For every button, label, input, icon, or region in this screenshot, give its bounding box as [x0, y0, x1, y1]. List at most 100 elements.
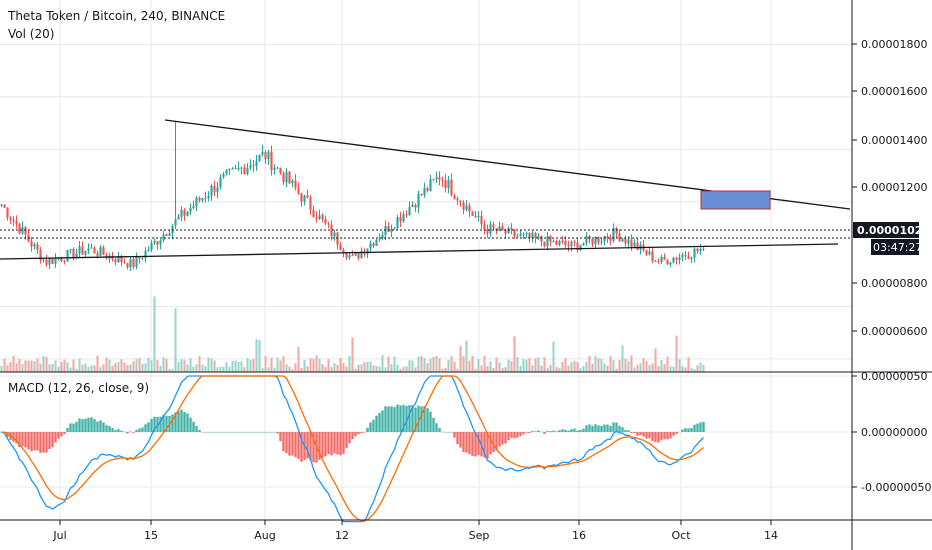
volume-bar [489, 361, 492, 372]
candle-body [234, 168, 237, 170]
macd-histogram-bar [324, 432, 327, 457]
macd-histogram-bar [645, 432, 648, 439]
support-trendline[interactable] [0, 243, 839, 260]
candle-body [93, 247, 96, 254]
candle-body [15, 220, 18, 224]
candle-body [567, 245, 570, 247]
candle-body [501, 226, 504, 231]
volume-bar [357, 364, 360, 372]
volume-bar [12, 355, 15, 372]
candle-body [348, 255, 351, 258]
volume-bar [393, 356, 396, 372]
macd-histogram-bar [84, 418, 87, 432]
candle-body [129, 258, 132, 268]
macd-histogram-bar [684, 428, 687, 432]
volume-bar [639, 363, 642, 372]
macd-axis[interactable]: 0.00000050 0.00000000 -0.00000050 [852, 370, 931, 494]
volume-bar [153, 296, 156, 372]
macd-histogram-bar [210, 432, 213, 433]
macd-histogram-bar [621, 427, 624, 432]
volume-bar [156, 360, 159, 372]
volume-bar [39, 363, 42, 372]
candle-body [696, 248, 699, 252]
macd-histogram-bar [42, 432, 45, 453]
macd-histogram-bar [225, 432, 228, 433]
price-axis[interactable]: 0.00001800 0.00001600 0.00001400 0.00001… [852, 38, 927, 338]
volume-bar [327, 359, 330, 372]
macd-histogram-bar [423, 405, 426, 432]
volume-bar [471, 355, 474, 372]
last-price-tag[interactable]: 0.00001021 03:47:27 [853, 222, 930, 255]
volume-bar [354, 368, 357, 372]
volume-bar [396, 364, 399, 372]
candle-body [312, 209, 315, 217]
time-axis[interactable]: Jul 15 Aug 12 Sep 16 Oct 14 [52, 520, 778, 542]
candle-body [24, 227, 27, 235]
candle-body [282, 173, 285, 183]
candle-body [315, 216, 318, 219]
volume-bar [543, 357, 546, 372]
macd-histogram-bar [21, 432, 24, 447]
macd-histogram-bar [180, 409, 183, 432]
candle-body [183, 209, 186, 216]
macd-histogram-bar [450, 432, 453, 433]
candle-body [495, 228, 498, 231]
macd-histogram-bar [627, 430, 630, 432]
volume-bar [486, 365, 489, 372]
candle-body [555, 241, 558, 245]
candle-body [456, 198, 459, 201]
price-tick-label: 0.00001400 [861, 134, 927, 147]
volume-bar [318, 358, 321, 372]
macd-histogram-bar [72, 423, 75, 432]
volume-bar [246, 357, 249, 372]
candle-body [138, 256, 141, 259]
volume-bar [24, 360, 27, 372]
chart-title[interactable]: Theta Token / Bitcoin, 240, BINANCE [7, 9, 225, 23]
volume-bar [108, 359, 111, 372]
volume-bar [312, 358, 315, 372]
volume-bar [237, 361, 240, 372]
volume-bar [450, 356, 453, 372]
candle-body [582, 243, 585, 246]
grid-layer [0, 0, 852, 520]
volume-bar [501, 368, 504, 372]
volume-bar [225, 362, 228, 372]
macd-histogram-bar [165, 415, 168, 432]
volume-bar [291, 368, 294, 372]
volume-bar [381, 355, 384, 372]
macd-histogram-bar [321, 432, 324, 458]
volume-bar [699, 362, 702, 372]
macd-histogram-bar [15, 432, 18, 444]
candle-body [159, 240, 162, 245]
volume-legend[interactable]: Vol (20) [8, 27, 54, 41]
macd-histogram-bar [432, 417, 435, 432]
candle-body [135, 256, 138, 268]
macd-histogram-bar [543, 432, 546, 434]
volume-bar [123, 362, 126, 372]
candle-body [492, 224, 495, 229]
candle-body [525, 232, 528, 234]
candle-body [462, 202, 465, 210]
candle-body [216, 187, 219, 192]
macd-histogram-bar [162, 415, 165, 432]
macd-histogram-bar [366, 427, 369, 432]
volume-bar [582, 366, 585, 372]
macd-histogram-bar [174, 412, 177, 432]
volume-bar [603, 363, 606, 372]
volume-bar [339, 358, 342, 372]
target-box[interactable] [700, 190, 771, 210]
candle-body [33, 244, 36, 247]
candle-body [573, 241, 576, 243]
volume-bar [180, 359, 183, 372]
candle-body [354, 252, 357, 256]
candle-body [6, 207, 9, 218]
volume-bar [336, 364, 339, 372]
macd-histogram-bar [249, 432, 252, 433]
volume-bar [375, 366, 378, 372]
macd-histogram-bar [6, 432, 9, 438]
candle-body [660, 256, 663, 263]
candle-body [51, 258, 54, 264]
macd-legend[interactable]: MACD (12, 26, close, 9) [8, 381, 149, 395]
